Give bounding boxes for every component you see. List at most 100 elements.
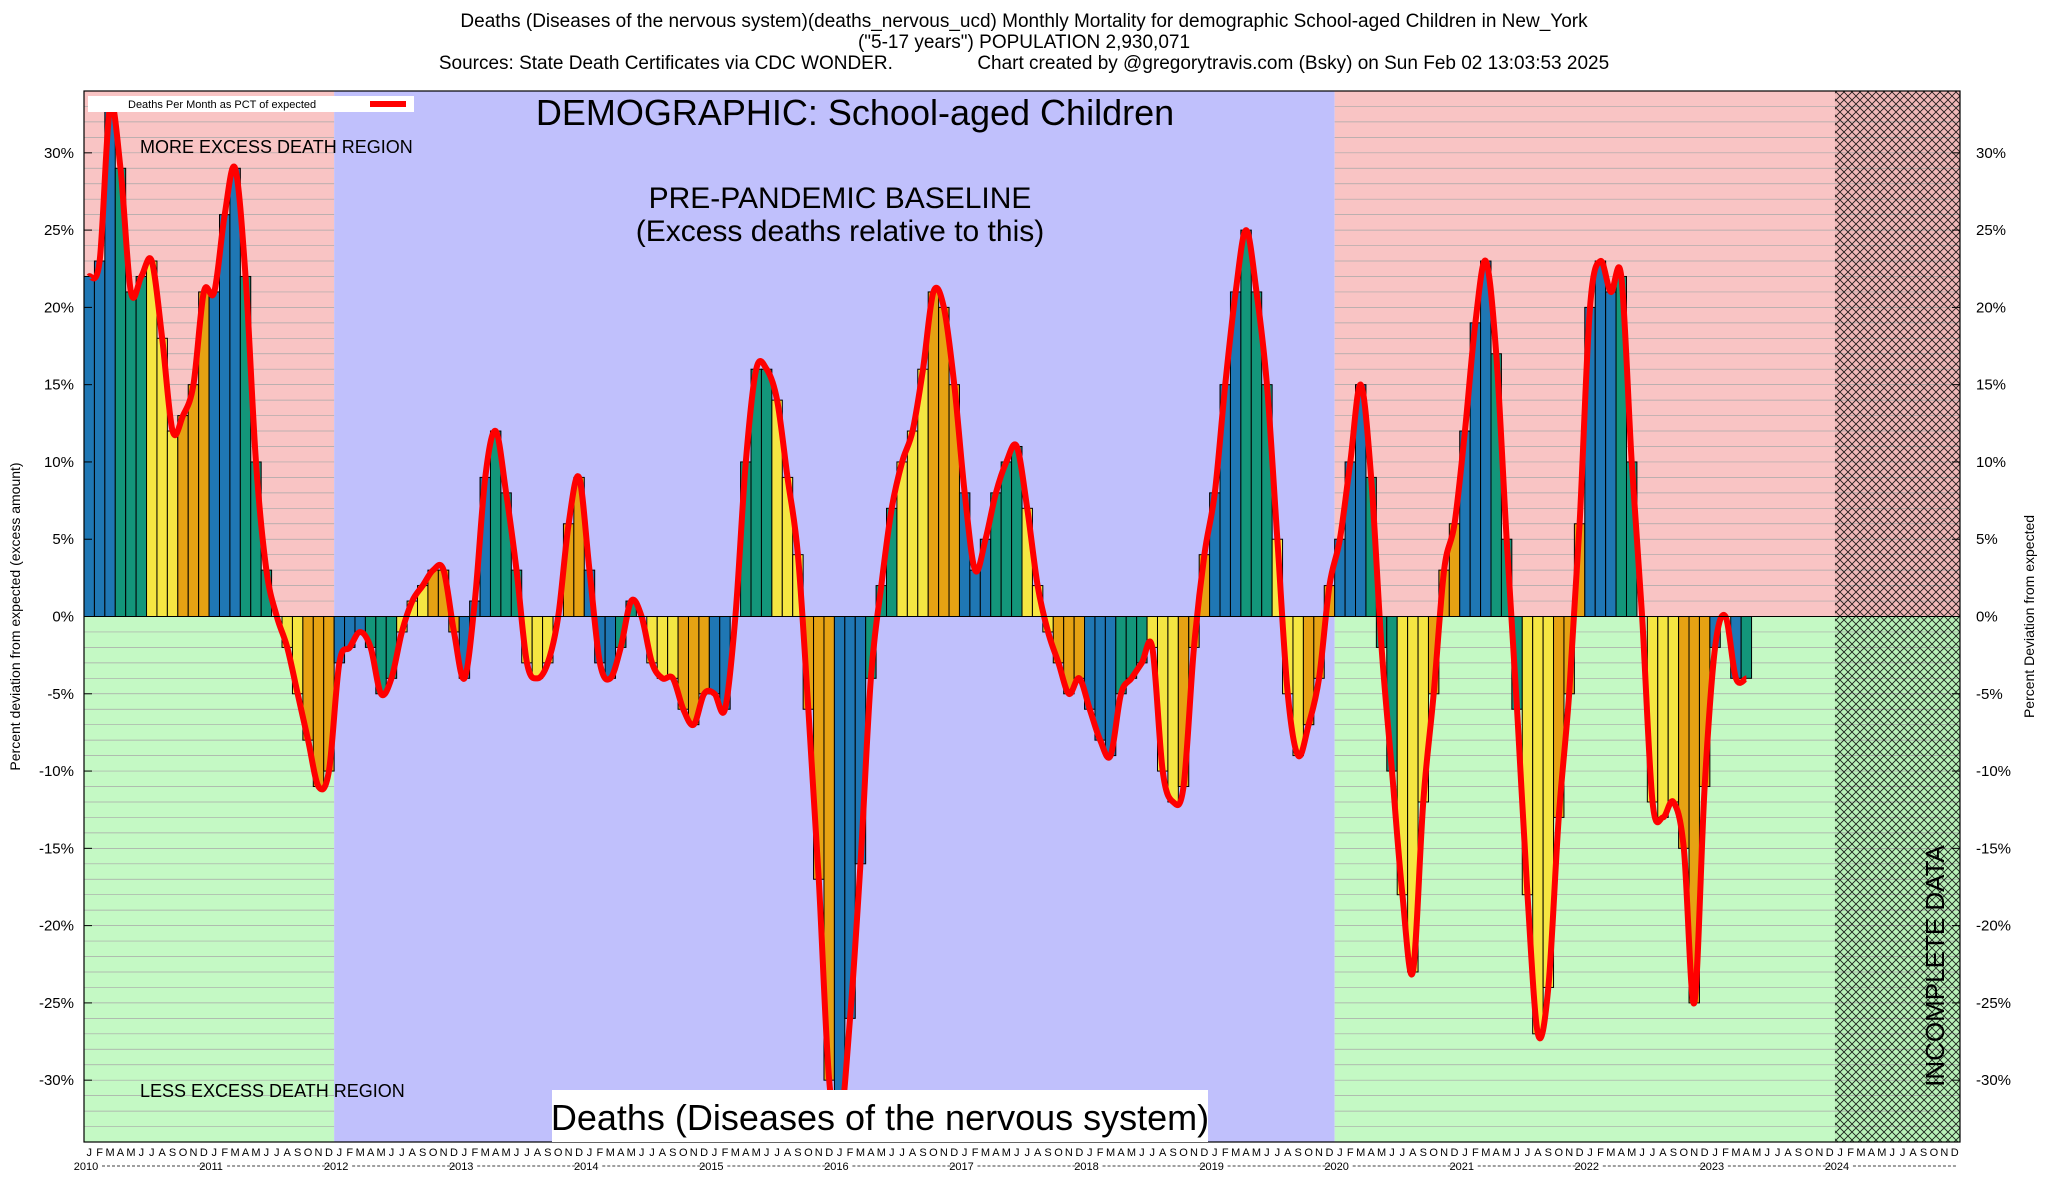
pct-expected-line [86,100,1748,1133]
x-year-label: 2022 [1575,1161,1599,1173]
x-tick-month: A [1743,1147,1751,1159]
less-excess-label: LESS EXCESS DEATH REGION [140,1081,405,1101]
bar-month-13 [218,214,231,617]
x-tick-month: M [1606,1147,1615,1159]
x-tick-month: M [1731,1147,1740,1159]
bar-month-65 [760,368,773,617]
x-tick-month: J [837,1147,843,1159]
x-tick-month: D [450,1147,458,1159]
x-tick-month: O [804,1147,813,1159]
y-tick-label-right: 15% [1976,377,2006,394]
x-tick-month: J [587,1147,593,1159]
x-tick-month: M [1002,1147,1011,1159]
x-tick-month: J [1514,1147,1520,1159]
x-tick-month: O [1429,1147,1438,1159]
x-tick-month: M [1481,1147,1490,1159]
x-tick-month: A [1284,1147,1292,1159]
bar-month-12 [208,291,220,617]
bar-month-8 [166,430,179,617]
x-tick-month: M [251,1147,260,1159]
x-tick-month: A [1159,1147,1167,1159]
x-tick-month: J [774,1147,780,1159]
x-tick-month: A [409,1147,417,1159]
legend-label: Deaths Per Month as PCT of expected [128,99,316,111]
x-tick-month: J [86,1147,92,1159]
x-year-label: 2018 [1074,1161,1098,1173]
x-tick-month: J [1087,1147,1093,1159]
x-tick-month: N [440,1147,448,1159]
x-tick-month: J [1024,1147,1030,1159]
cause-annotation-box [552,1090,1208,1142]
x-tick-month: J [1900,1147,1906,1159]
bar-month-5 [135,275,148,617]
y-tick-label-right: 20% [1976,299,2006,316]
x-tick-month: A [242,1147,250,1159]
x-tick-month: N [1690,1147,1698,1159]
baseline-sublabel: (Excess deaths relative to this) [636,215,1045,248]
x-tick-month: J [1712,1147,1718,1159]
x-tick-month: M [1356,1147,1365,1159]
x-tick-month: J [264,1147,270,1159]
x-tick-month: F [221,1147,228,1159]
bar-month-159 [1740,616,1753,679]
x-tick-month: F [972,1147,979,1159]
x-tick-month: D [1200,1147,1208,1159]
x-tick-month: N [940,1147,948,1159]
x-tick-month: J [149,1147,155,1159]
x-tick-month: M [731,1147,740,1159]
x-tick-month: J [1462,1147,1468,1159]
y-tick-label-right: -5% [1976,686,2003,703]
y-tick-label-right: -15% [1976,840,2011,857]
x-tick-month: J [1764,1147,1770,1159]
y-tick-label-left: 25% [44,222,74,239]
y-tick-label-right: 10% [1976,454,2006,471]
x-tick-month: S [1545,1147,1552,1159]
x-tick-month: A [659,1147,667,1159]
x-tick-month: F [1472,1147,1479,1159]
x-tick-month: N [1440,1147,1448,1159]
x-tick-month: M [1252,1147,1261,1159]
x-tick-month: S [169,1147,176,1159]
x-year-label: 2019 [1199,1161,1223,1173]
x-tick-month: O [429,1147,438,1159]
bar-month-60 [708,616,721,695]
x-tick-month: A [492,1147,500,1159]
chart-title-line-1: Deaths (Diseases of the nervous system)(… [460,11,1588,32]
x-tick-month: M [1231,1147,1240,1159]
x-tick-month: S [919,1147,926,1159]
x-tick-month: N [1315,1147,1323,1159]
x-tick-month: J [462,1147,468,1159]
x-tick-month: F [847,1147,854,1159]
y-tick-label-right: 30% [1976,145,2006,162]
x-tick-month: J [889,1147,895,1159]
x-year-label: 2017 [949,1161,973,1173]
bar-month-56 [667,616,679,679]
bar-month-59 [698,616,710,695]
x-tick-month: A [1117,1147,1125,1159]
bar-month-152 [1667,616,1680,803]
x-tick-month: A [1659,1147,1667,1159]
x-tick-month: S [794,1147,801,1159]
x-tick-month: M [1106,1147,1115,1159]
x-tick-month: A [784,1147,792,1159]
x-tick-month: J [1775,1147,1781,1159]
x-tick-month: A [1784,1147,1792,1159]
x-tick-month: N [1190,1147,1198,1159]
bar-month-82 [938,306,950,617]
bar-month-6 [146,260,158,617]
x-tick-month: A [367,1147,375,1159]
bar-month-145 [1594,260,1607,617]
x-tick-month: F [722,1147,729,1159]
bar-month-134 [1480,260,1492,617]
x-tick-month: M [376,1147,385,1159]
x-tick-month: J [1525,1147,1531,1159]
x-tick-month: D [325,1147,333,1159]
x-tick-month: S [669,1147,676,1159]
x-tick-month: J [1264,1147,1270,1159]
x-tick-month: M [752,1147,761,1159]
x-tick-month: D [1075,1147,1083,1159]
x-tick-month: D [1951,1147,1959,1159]
baseline-label: PRE-PANDEMIC BASELINE [649,182,1032,215]
x-tick-month: O [1054,1147,1063,1159]
bar-month-14 [229,167,241,617]
